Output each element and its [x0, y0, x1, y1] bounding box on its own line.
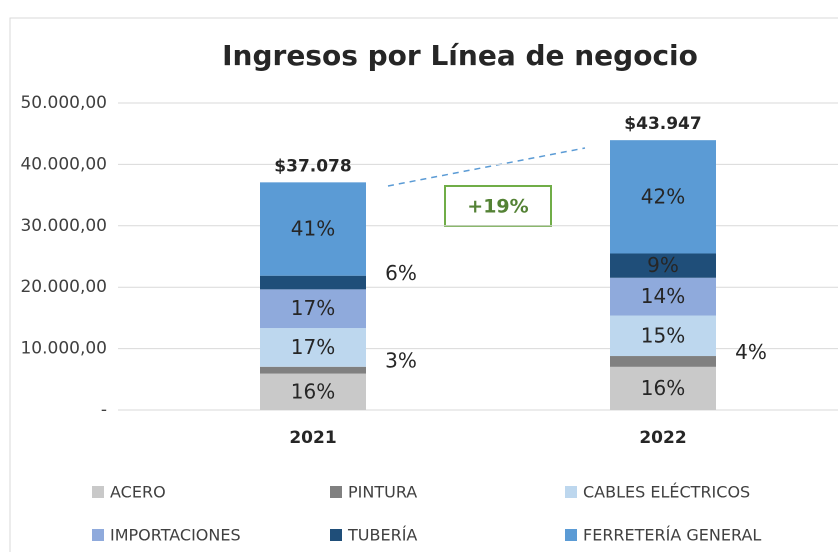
bar-segment [610, 277, 716, 316]
legend-swatch [92, 486, 104, 498]
bar-segment [610, 140, 716, 254]
segment-label: 15% [641, 323, 685, 347]
bar-segment [260, 275, 366, 290]
segment-label: 17% [291, 296, 335, 320]
y-tick-label: 20.000,00 [20, 277, 107, 297]
bar-segment [260, 182, 366, 276]
legend-swatch [565, 529, 577, 541]
legend-label: ACERO [110, 483, 166, 502]
legend-swatch [330, 486, 342, 498]
y-tick-label: 10.000,00 [20, 339, 107, 359]
bar-segment [260, 366, 366, 374]
bar-segment [610, 366, 716, 410]
segment-label: 9% [647, 253, 679, 277]
trend-line [387, 147, 586, 187]
legend-swatch [92, 529, 104, 541]
segment-label: 16% [641, 376, 685, 400]
bar-segment [260, 328, 366, 367]
legend-label: FERRETERÍA GENERAL [583, 526, 761, 545]
bar-segment [260, 373, 366, 410]
x-tick-label: 2022 [639, 428, 686, 448]
x-tick-label: 2021 [289, 428, 336, 448]
legend-label: PINTURA [348, 483, 417, 502]
legend-label: IMPORTACIONES [110, 526, 241, 545]
bar-segment [260, 289, 366, 329]
y-tick-label: 30.000,00 [20, 216, 107, 236]
legend-swatch [330, 529, 342, 541]
bar-segment [610, 253, 716, 278]
segment-label: 41% [291, 217, 335, 241]
total-label: $37.078 [274, 156, 351, 176]
legend-label: TUBERÍA [347, 526, 417, 545]
legend-swatch [565, 486, 577, 498]
legend-label: CABLES ELÉCTRICOS [583, 483, 750, 502]
bar-segment [610, 356, 716, 367]
segment-label: 6% [385, 261, 417, 285]
segment-label: 3% [385, 349, 417, 373]
segment-label: 42% [641, 184, 685, 208]
chart-title: Ingresos por Línea de negocio [222, 39, 698, 72]
y-tick-label: 50.000,00 [20, 93, 107, 113]
annotation: +19% [467, 196, 528, 218]
segment-label: 14% [641, 284, 685, 308]
annotation-box [444, 185, 552, 227]
total-label: $43.947 [624, 114, 701, 134]
y-tick-label: 40.000,00 [20, 154, 107, 174]
bar-segment [610, 315, 716, 357]
segment-label: 4% [735, 340, 767, 364]
segment-label: 16% [291, 379, 335, 403]
segment-label: 17% [291, 335, 335, 359]
y-tick-label: - [101, 400, 107, 420]
